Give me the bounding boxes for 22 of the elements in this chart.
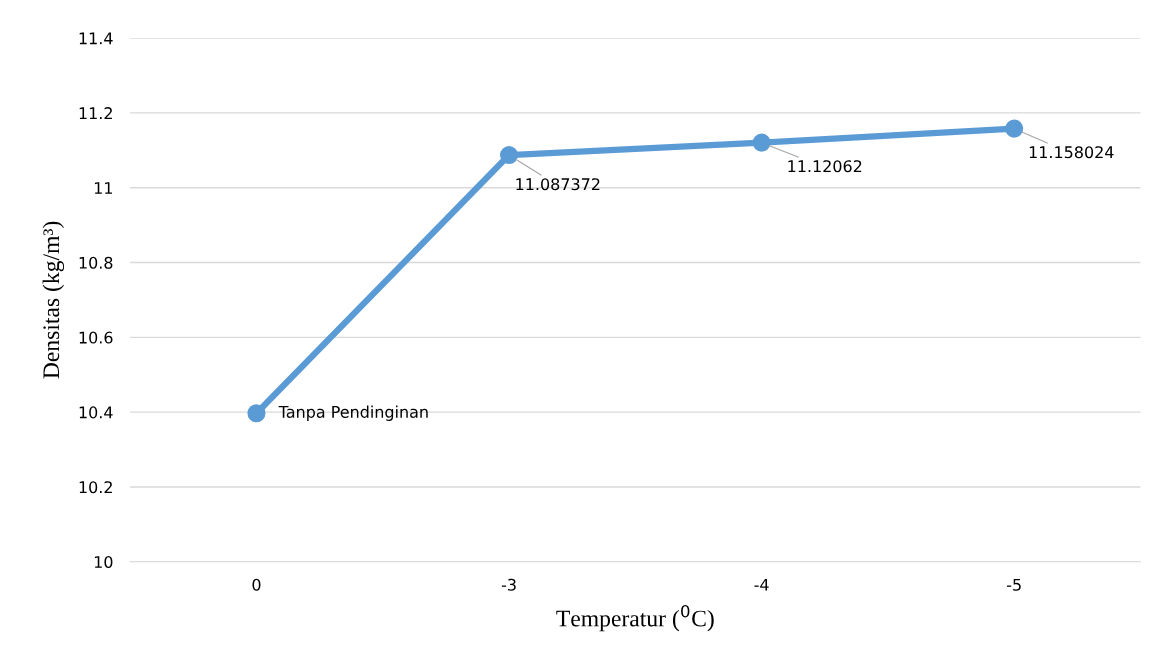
x-tick-label: -3 (501, 578, 516, 591)
point (752, 133, 771, 152)
y-tick-label: 10.6 (79, 331, 113, 344)
y-tick-label: 10.8 (79, 256, 113, 269)
data-label: 11.158024 (1029, 146, 1114, 159)
x-tick-label: -4 (754, 578, 769, 591)
y-tick-label: 11 (94, 182, 113, 194)
data-label: 11.12062 (788, 160, 862, 173)
x-axis-title: Temperatur ($^{0}$C) (556, 604, 714, 632)
y-axis-title: Densitas (kg/m³) (42, 221, 65, 379)
y-tick-label: 10.4 (79, 406, 113, 419)
x-tick-label: 0 (252, 578, 261, 591)
x-tick-label: -5 (1007, 578, 1021, 591)
y-tick-label: 11.2 (79, 107, 112, 119)
point (500, 146, 519, 165)
point (247, 404, 266, 423)
data-label: Tanpa Pendinginan (278, 405, 428, 421)
y-tick-label: 10.2 (79, 481, 112, 494)
y-tick-label: 10 (94, 555, 113, 569)
data-label: 11.087372 (516, 178, 600, 191)
y-tick-label: 11.4 (79, 32, 113, 45)
point (1005, 119, 1024, 138)
